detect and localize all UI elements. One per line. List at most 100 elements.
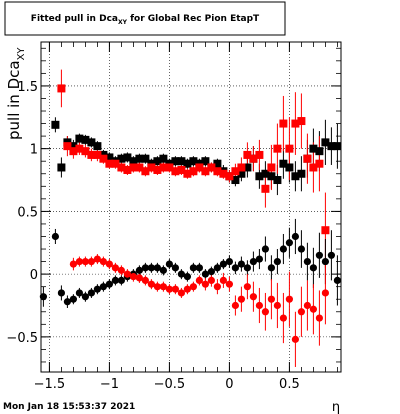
data-point-circle <box>225 257 233 266</box>
data-point-square <box>153 157 162 166</box>
data-point-circle <box>183 273 191 281</box>
y-tick-label: 0 <box>30 268 38 283</box>
data-point-square <box>279 159 288 168</box>
data-point-circle <box>315 251 323 259</box>
data-point-circle <box>81 257 89 266</box>
data-point-square <box>207 163 216 172</box>
data-point-square <box>225 172 234 181</box>
data-point-square <box>261 169 270 178</box>
data-point-square <box>81 135 90 144</box>
data-point-circle <box>321 289 329 297</box>
data-point-square <box>171 167 180 176</box>
data-point-circle <box>291 232 299 241</box>
data-point-square <box>177 165 186 174</box>
data-point-square <box>117 154 126 163</box>
data-point-circle <box>81 293 89 301</box>
data-point-square <box>51 120 60 129</box>
data-point-square <box>57 84 66 93</box>
data-point-circle <box>219 276 227 285</box>
data-point-circle <box>51 232 60 241</box>
data-point-square <box>105 159 114 168</box>
data-point-circle <box>171 264 179 272</box>
data-point-circle <box>237 260 245 268</box>
data-point-square <box>87 150 96 159</box>
data-point-square <box>105 153 114 162</box>
data-point-circle <box>165 260 173 268</box>
data-point-square <box>291 119 300 128</box>
data-point-square <box>267 172 276 181</box>
data-point-square <box>159 163 168 172</box>
data-point-square <box>255 150 264 159</box>
data-point-circle <box>303 301 311 310</box>
data-point-square <box>147 163 156 172</box>
data-point-circle <box>99 257 107 266</box>
data-point-circle <box>105 280 113 288</box>
data-point-circle <box>225 280 233 288</box>
data-point-circle <box>267 295 275 303</box>
data-point-square <box>243 150 252 159</box>
data-point-circle <box>129 273 137 281</box>
x-axis-label: η <box>332 400 340 414</box>
data-point-circle <box>315 314 323 322</box>
data-point-circle <box>309 264 317 272</box>
data-point-circle <box>75 257 83 266</box>
data-point-circle <box>117 266 125 274</box>
data-point-circle <box>321 257 329 266</box>
data-point-circle <box>135 274 143 282</box>
data-point-square <box>297 169 306 178</box>
data-point-circle <box>189 264 197 272</box>
data-point-circle <box>303 257 311 266</box>
data-point-square <box>231 167 240 176</box>
data-point-square <box>189 167 198 176</box>
data-point-square <box>69 147 78 156</box>
data-point-circle <box>297 308 305 316</box>
data-point-circle <box>39 293 48 301</box>
data-point-square <box>315 147 324 156</box>
data-point-circle <box>279 314 287 322</box>
data-point-square <box>231 176 240 185</box>
data-point-square <box>273 144 282 153</box>
data-point-circle <box>273 301 281 310</box>
data-point-square <box>201 167 210 176</box>
data-point-square <box>165 163 174 172</box>
data-point-square <box>123 153 132 162</box>
data-point-circle <box>285 295 293 303</box>
data-point-square <box>189 157 198 166</box>
x-tick-label: −1.5 <box>34 377 66 392</box>
data-markers <box>39 84 342 343</box>
data-point-square <box>285 163 294 172</box>
data-point-square <box>213 167 222 176</box>
data-point-circle <box>249 293 257 301</box>
data-point-square <box>237 163 246 172</box>
data-point-square <box>117 163 126 172</box>
y-axis-label: pull in DcaXY <box>5 47 27 140</box>
data-point-square <box>177 157 186 166</box>
data-point-square <box>135 163 144 172</box>
data-point-square <box>69 142 78 151</box>
data-point-circle <box>309 305 317 313</box>
data-point-circle <box>327 251 335 259</box>
data-point-circle <box>93 285 101 293</box>
data-point-square <box>135 154 144 163</box>
data-point-circle <box>105 260 113 268</box>
data-point-circle <box>213 283 221 291</box>
data-point-circle <box>189 283 197 291</box>
data-point-square <box>81 147 90 156</box>
data-point-square <box>309 144 318 153</box>
x-tick-label: 0 <box>225 377 233 392</box>
data-point-circle <box>153 283 161 291</box>
plot-frame <box>40 41 342 373</box>
data-point-circle <box>195 276 203 285</box>
data-point-circle <box>237 295 245 303</box>
data-point-square <box>267 163 276 172</box>
data-point-square <box>285 144 294 153</box>
data-point-circle <box>75 289 83 297</box>
data-point-circle <box>243 283 251 291</box>
data-point-circle <box>243 264 251 272</box>
data-point-circle <box>57 289 65 297</box>
x-tick-label: −1 <box>100 377 119 392</box>
data-point-circle <box>147 264 155 272</box>
data-point-circle <box>159 266 167 274</box>
data-point-circle <box>159 283 167 291</box>
data-point-circle <box>201 280 209 288</box>
